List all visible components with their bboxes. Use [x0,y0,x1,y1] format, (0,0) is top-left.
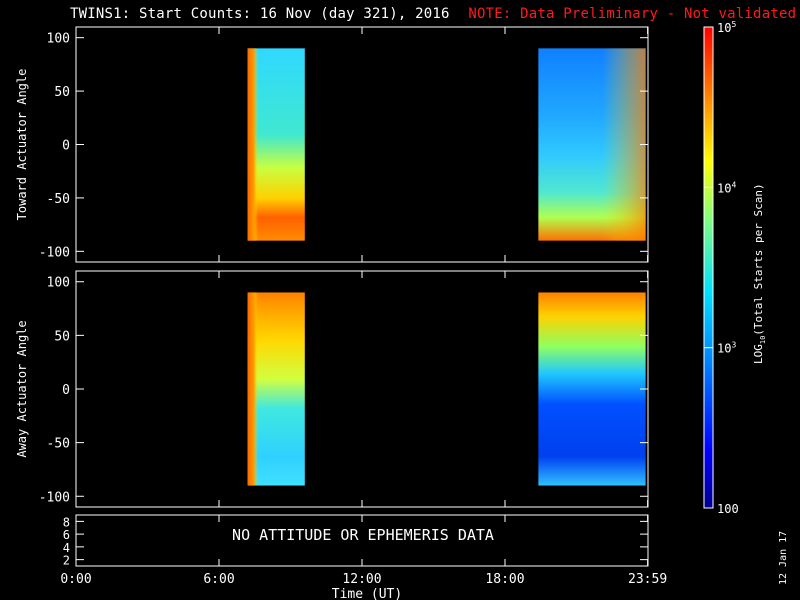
colorbar-tick-label: 104 [717,180,736,195]
colorbar-tick-label: 103 [717,341,736,356]
x-tick-label: 18:00 [485,572,524,587]
colorbar-tick-label: 100 [717,502,739,516]
colorbar-label: LOG10(Total Starts per Scan) [752,183,767,364]
y-tick-label-toward: 0 [62,139,70,154]
y-tick-label-toward: 50 [54,85,70,100]
y-tick-label-attitude: 6 [63,528,70,542]
y-axis-label-away: Away Actuator Angle [15,320,29,457]
y-tick-label-away: 0 [62,383,70,398]
title-text: TWINS1: Start Counts: 16 Nov (day 321), … [70,6,450,22]
y-tick-label-attitude: 8 [63,515,70,529]
heatmap-block-shade-toward-2 [538,48,646,241]
y-tick-label-toward: -50 [47,192,70,207]
y-tick-label-away: 50 [54,329,70,344]
y-tick-label-toward: -100 [39,245,70,260]
x-tick-label: 12:00 [342,572,381,587]
no-data-message: NO ATTITUDE OR EPHEMERIS DATA [232,526,494,544]
preliminary-note: NOTE: Data Preliminary - Not validated [468,6,797,22]
heatmap-edge-away [247,292,258,486]
x-tick-label: 23:59 [628,572,667,587]
generation-date: 12 Jan 17 [778,530,789,585]
heatmap-block-away-2 [538,292,646,486]
y-tick-label-away: -50 [47,437,70,452]
x-axis-label: Time (UT) [332,587,402,600]
y-tick-label-attitude: 4 [63,541,70,555]
y-axis-label-toward: Toward Actuator Angle [15,69,29,221]
y-tick-label-away: 100 [47,276,70,291]
x-tick-label: 6:00 [203,572,234,587]
heatmap-edge-toward [247,48,258,241]
chart-title: TWINS1: Start Counts: 16 Nov (day 321), … [70,6,796,22]
x-tick-label: 0:00 [60,572,91,587]
y-tick-label-away: -100 [39,490,70,505]
y-tick-label-attitude: 2 [63,554,70,568]
colorbar [703,26,714,509]
colorbar-tick-label: 105 [717,20,736,35]
y-tick-label-toward: 100 [47,32,70,47]
